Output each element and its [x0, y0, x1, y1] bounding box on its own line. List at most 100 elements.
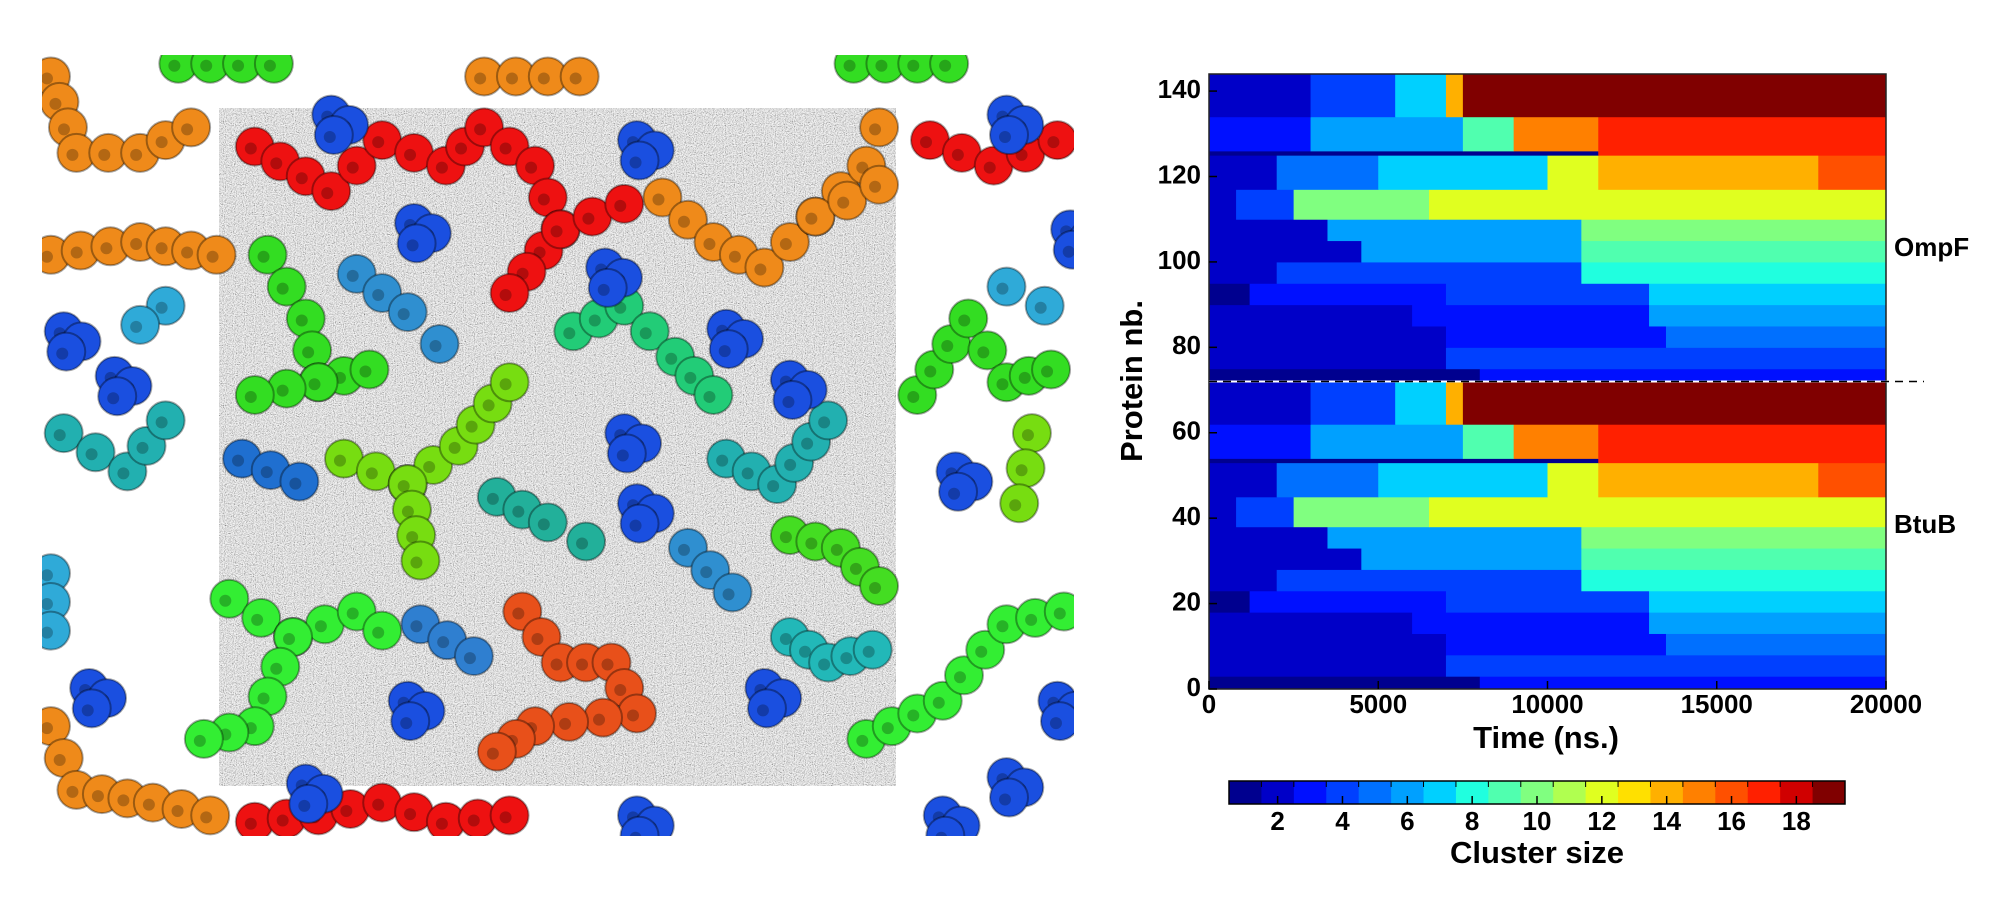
protein-pore	[516, 267, 529, 280]
protein-pore	[684, 371, 697, 384]
protein-pore	[486, 492, 499, 505]
protein-pore	[582, 212, 595, 225]
heat-cell	[1445, 633, 1667, 656]
protein-pore	[53, 429, 66, 442]
protein-pore	[321, 187, 334, 200]
protein-pore	[784, 458, 797, 471]
y-tick-label: 0	[1187, 672, 1201, 702]
protein-pore	[200, 811, 213, 824]
protein	[989, 777, 1030, 818]
protein-pore	[920, 136, 933, 149]
protein-pore	[881, 722, 894, 735]
heat-cell	[1649, 612, 1887, 634]
heat-cell	[1310, 116, 1464, 152]
protein-pore	[999, 793, 1012, 806]
heat-cell	[1445, 347, 1887, 370]
protein-pore	[805, 212, 818, 225]
protein	[604, 183, 645, 224]
heat-cell	[1445, 590, 1650, 613]
protein	[336, 145, 377, 186]
protein	[859, 107, 900, 148]
protein-pore	[779, 633, 792, 645]
protein	[241, 597, 282, 638]
protein-pore	[42, 722, 53, 735]
protein-pore	[295, 172, 308, 185]
protein-pore	[782, 396, 795, 409]
protein	[744, 247, 785, 288]
heat-cell	[1665, 633, 1887, 656]
protein-pore	[107, 392, 120, 405]
heat-cell	[1462, 424, 1515, 459]
protein-pore	[798, 645, 811, 658]
heat-cell	[1209, 74, 1312, 118]
colorbar-cell	[1812, 781, 1846, 804]
protein-pore	[576, 658, 589, 671]
heat-cell	[1249, 283, 1447, 306]
heat-cell	[1236, 496, 1295, 528]
protein	[619, 815, 660, 836]
heat-cell	[1209, 462, 1278, 498]
protein-pore	[818, 416, 831, 429]
heat-cell	[1445, 654, 1887, 677]
protein	[362, 610, 403, 651]
heat-cell	[1479, 676, 1887, 690]
protein	[967, 330, 1008, 371]
protein-pore	[869, 582, 882, 595]
colorbar-cell	[1358, 781, 1392, 804]
protein	[489, 362, 530, 403]
heat-cell	[1547, 155, 1599, 190]
protein	[311, 171, 352, 212]
colorbar-tick-label: 14	[1652, 806, 1681, 836]
protein-pore	[244, 390, 257, 403]
heat-cell	[1818, 462, 1887, 498]
protein-pore	[983, 161, 996, 174]
protein-pore	[1041, 365, 1054, 378]
protein-pore	[639, 327, 652, 340]
protein-pore	[805, 537, 818, 550]
protein-pore	[260, 466, 273, 479]
heat-cell	[1412, 612, 1650, 634]
heat-cell	[1818, 155, 1887, 190]
protein-pore	[754, 263, 767, 276]
protein-pore	[550, 225, 563, 238]
protein-pore	[42, 597, 53, 610]
protein-pore	[840, 652, 853, 665]
colorbar-cell	[1520, 781, 1554, 804]
protein	[859, 566, 900, 607]
protein	[46, 331, 87, 372]
protein-pore	[81, 704, 94, 717]
protein-pore	[486, 747, 499, 760]
heat-cell	[1462, 116, 1515, 152]
colorbar-cell	[1293, 781, 1327, 804]
protein	[453, 636, 494, 677]
protein-pore	[406, 239, 419, 252]
protein-pore	[718, 345, 731, 358]
protein-pore	[142, 798, 155, 811]
colorbar-tick-label: 8	[1465, 806, 1479, 836]
protein-pore	[862, 645, 875, 658]
protein-pore	[505, 72, 518, 85]
protein-pore	[951, 148, 964, 161]
heat-cell	[1598, 424, 1887, 459]
heat-cell	[1649, 283, 1887, 306]
protein	[120, 304, 161, 345]
heat-cell	[1462, 74, 1887, 118]
protein	[769, 222, 810, 263]
heat-cell	[1598, 116, 1887, 152]
heat-cell	[1581, 526, 1887, 549]
protein-pore	[289, 477, 302, 490]
protein-pore	[907, 709, 920, 722]
protein-pore	[977, 346, 990, 359]
protein-pore	[512, 505, 525, 518]
protein-pore	[716, 454, 729, 467]
protein	[183, 718, 224, 759]
x-tick-label: 5000	[1349, 689, 1407, 719]
protein-pore	[333, 454, 346, 467]
protein	[190, 795, 231, 836]
protein	[390, 701, 431, 742]
protein-pore	[474, 123, 487, 136]
y-tick-label: 100	[1158, 245, 1201, 275]
colorbar-cell	[1488, 781, 1522, 804]
protein-pore	[975, 645, 988, 658]
